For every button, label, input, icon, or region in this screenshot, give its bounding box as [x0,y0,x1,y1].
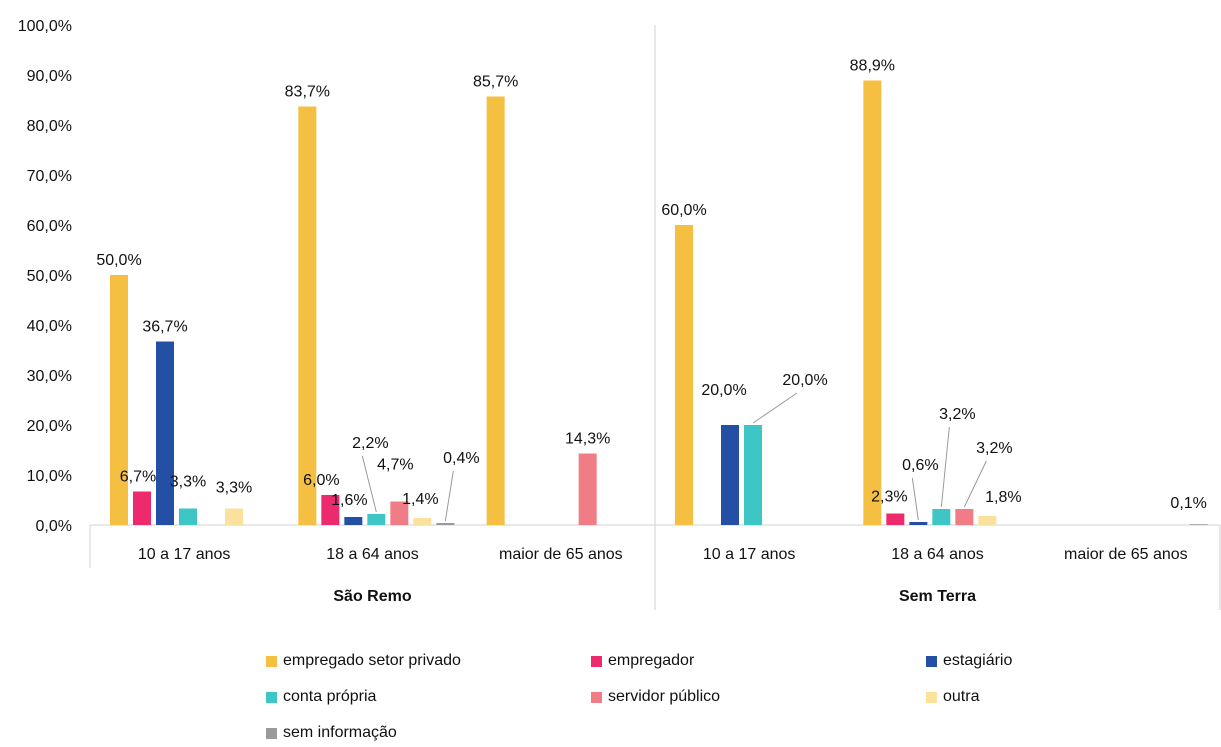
bar [863,80,882,525]
data-label: 1,8% [985,489,1021,506]
bar [1189,524,1208,525]
data-label: 50,0% [96,252,141,269]
x-tick-label: 18 a 64 anos [326,546,419,563]
data-label: 2,3% [871,489,907,506]
bar [390,501,409,525]
data-label: 1,6% [331,492,367,509]
legend-label: empregador [608,652,695,669]
bar [298,106,317,525]
data-label: 14,3% [565,431,610,448]
label-leader-line [361,455,377,513]
bar [932,509,951,525]
label-leader-line [911,477,919,521]
legend-swatch [266,727,277,739]
y-tick-label: 30,0% [27,368,72,385]
bar [344,517,363,525]
bar [578,453,597,525]
y-tick-label: 100,0% [18,18,72,35]
data-label: 0,4% [443,450,479,467]
label-leader-line [940,426,950,508]
data-label: 0,1% [1170,495,1206,512]
y-tick-label: 60,0% [27,218,72,235]
legend-item: empregado setor privado [266,652,461,670]
legend-label: conta própria [283,688,377,705]
legend-swatch [926,691,937,703]
label-leader-line [444,470,454,522]
bar [156,341,174,525]
bar [486,96,505,525]
legend-item: sem informação [266,724,397,742]
x-tick-label: maior de 65 anos [1064,546,1188,563]
data-label: 20,0% [782,372,827,389]
legend-label: outra [943,688,980,705]
data-label: 3,3% [216,480,252,497]
bar [909,522,928,525]
data-label: 60,0% [661,202,706,219]
legend-label: servidor público [608,688,721,705]
y-tick-label: 50,0% [27,268,72,285]
data-label: 88,9% [850,58,895,75]
legend-label: sem informação [283,724,397,741]
y-tick-label: 0,0% [36,518,72,535]
bar [179,508,197,525]
y-tick-label: 40,0% [27,318,72,335]
group-label: São Remo [333,588,411,605]
legend-item: servidor público [591,688,720,706]
data-label: 2,2% [352,435,388,452]
bar [886,513,905,525]
bar [413,518,432,525]
data-label: 1,4% [402,491,438,508]
data-label: 3,2% [976,440,1012,457]
data-label: 36,7% [142,319,187,336]
legend-item: estagiário [926,652,1012,670]
bar [675,225,693,525]
bar [110,275,128,525]
y-tick-label: 70,0% [27,168,72,185]
bar [225,508,243,525]
data-label: 20,0% [701,382,746,399]
legend-swatch [266,655,277,667]
y-tick-label: 10,0% [27,468,72,485]
legend-item: conta própria [266,688,376,706]
bar [367,514,386,525]
data-label: 85,7% [473,74,518,91]
data-label: 3,3% [170,474,206,491]
label-leader-line [752,392,798,424]
y-tick-label: 80,0% [27,118,72,135]
x-tick-label: 10 a 17 anos [138,546,231,563]
legend-item: empregador [591,652,694,670]
data-label: 0,6% [902,457,938,474]
chart-svg: 0,0% 10,0% 20,0% 30,0% 40,0% 50,0% 60,0% 70,0% 8… [18,18,1221,610]
legend-swatch [591,655,602,667]
data-label: 6,0% [303,472,339,489]
data-label: 6,7% [120,469,156,486]
group-label: Sem Terra [899,588,976,605]
bar [955,509,974,525]
bar [721,425,739,525]
data-label: 3,2% [939,406,975,423]
x-tick-label: maior de 65 anos [499,546,623,563]
x-tick-label: 10 a 17 anos [703,546,796,563]
y-tick-label: 20,0% [27,418,72,435]
data-label: 83,7% [285,84,330,101]
legend-label: estagiário [943,652,1013,669]
y-tick-label: 90,0% [27,68,72,85]
legend-swatch [266,691,277,703]
x-tick-label: 18 a 64 anos [891,546,984,563]
legend-item: outra [926,688,979,706]
legend-swatch [926,655,937,667]
bar [133,491,151,525]
bar [978,516,997,525]
label-leader-line [963,460,987,508]
bar [321,495,340,525]
data-label: 4,7% [377,457,413,474]
bar [744,425,762,525]
legend-label: empregado setor privado [283,652,461,669]
bar [436,523,455,525]
legend-swatch [591,691,602,703]
